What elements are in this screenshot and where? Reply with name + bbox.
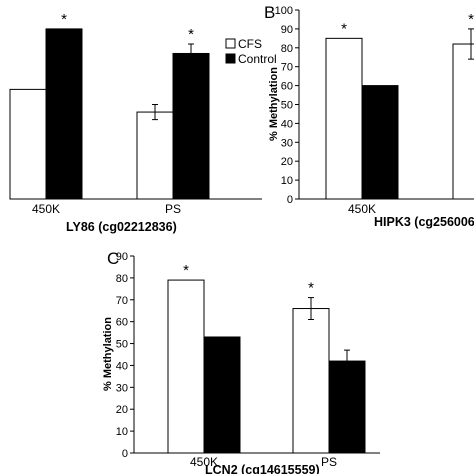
y-tick-label: 80 bbox=[281, 43, 293, 55]
y-tick-label: 30 bbox=[281, 137, 293, 149]
y-tick-label: 20 bbox=[116, 404, 128, 416]
bar-control bbox=[172, 52, 210, 200]
y-tick-label: 10 bbox=[116, 426, 128, 438]
bar-control bbox=[361, 85, 399, 200]
bar-control bbox=[203, 336, 241, 454]
y-tick-label: 10 bbox=[281, 175, 293, 187]
y-tick-label: 60 bbox=[281, 81, 293, 93]
bar-control bbox=[328, 360, 366, 454]
panel-caption: HIPK3 (cg25600606 bbox=[374, 215, 474, 229]
significance-star: * bbox=[183, 262, 189, 279]
significance-star: * bbox=[188, 26, 194, 43]
y-tick-label: 100 bbox=[275, 5, 293, 17]
bar-cfs bbox=[452, 43, 474, 200]
category-label: 450K bbox=[190, 455, 218, 469]
y-tick-label: 50 bbox=[116, 339, 128, 351]
bar-cfs bbox=[9, 88, 47, 200]
legend-swatch-cfs bbox=[225, 38, 236, 49]
bar-cfs bbox=[136, 111, 174, 200]
panel-label: C bbox=[107, 249, 119, 268]
panel-caption: LY86 (cg02212836) bbox=[66, 220, 177, 234]
y-tick-label: 80 bbox=[116, 273, 128, 285]
category-label: 450K bbox=[32, 202, 60, 216]
y-tick-label: 0 bbox=[122, 448, 128, 460]
category-label: 450K bbox=[348, 202, 376, 216]
y-tick-label: 90 bbox=[116, 251, 128, 263]
panel-a-ly86: * 450K * PS LY86 (cg02212836) bbox=[9, 11, 262, 234]
legend-swatch-control bbox=[225, 53, 236, 64]
y-axis-label: % Methylation bbox=[268, 67, 280, 141]
category-label: PS bbox=[321, 455, 337, 469]
bar-cfs bbox=[292, 308, 330, 454]
y-tick-label: 60 bbox=[116, 317, 128, 329]
legend-label: Control bbox=[238, 52, 277, 66]
significance-star: * bbox=[308, 280, 314, 297]
panel-label: B bbox=[264, 3, 275, 22]
significance-star: * bbox=[61, 11, 67, 28]
legend-label: CFS bbox=[238, 37, 262, 51]
panel-caption: LCN2 (cg14615559) bbox=[205, 463, 320, 474]
category-label: PS bbox=[165, 202, 181, 216]
y-tick-label: 50 bbox=[281, 100, 293, 112]
significance-star: * bbox=[341, 20, 347, 37]
y-tick-label: 90 bbox=[281, 24, 293, 36]
y-tick-label: 20 bbox=[281, 156, 293, 168]
y-tick-label: 30 bbox=[116, 382, 128, 394]
y-tick-label: 0 bbox=[287, 194, 293, 206]
y-tick-label: 40 bbox=[116, 360, 128, 372]
y-tick-label: 70 bbox=[116, 295, 128, 307]
y-tick-label: 70 bbox=[281, 62, 293, 74]
bar-cfs bbox=[167, 279, 205, 454]
y-tick-label: 40 bbox=[281, 118, 293, 130]
significance-star: * bbox=[468, 11, 474, 28]
bar-cfs bbox=[325, 37, 363, 200]
panel-b-hipk3: 0 10 20 30 40 50 60 70 80 90 100 * 450K * HIPK3 (cg256… bbox=[264, 3, 474, 229]
y-axis-label: % Methylation bbox=[102, 317, 114, 391]
bar-control bbox=[45, 28, 83, 200]
